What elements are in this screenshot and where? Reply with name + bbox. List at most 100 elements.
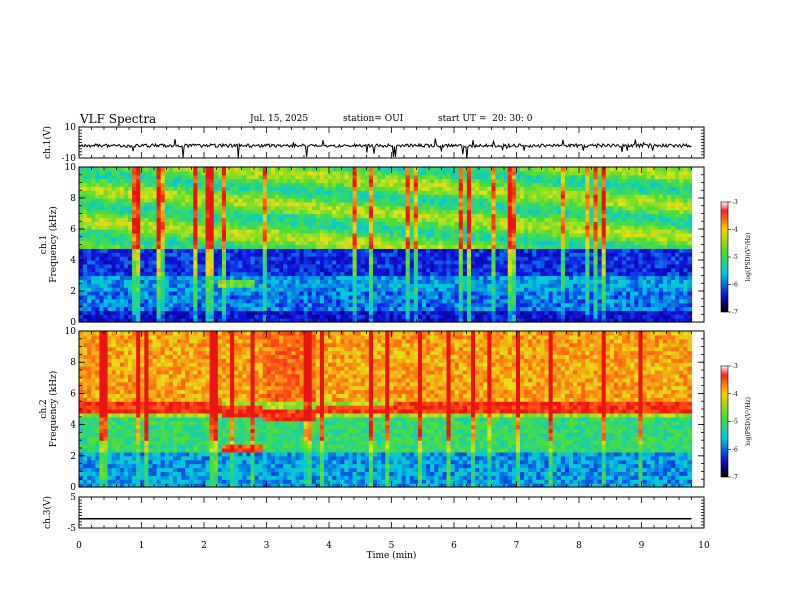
spectrogram-cell xyxy=(479,186,484,191)
spectrogram-cell xyxy=(95,275,101,280)
spectrogram-cell xyxy=(352,279,358,284)
spectrogram-cell xyxy=(307,205,313,211)
spectrogram-cell xyxy=(111,302,117,308)
spectrogram-cell xyxy=(413,217,419,222)
spectrogram-cell xyxy=(536,217,542,222)
spectrogram-cell xyxy=(491,302,497,308)
spectrogram-cell xyxy=(217,221,223,226)
spectrogram-cell xyxy=(254,221,260,226)
spectrogram-cell xyxy=(377,298,382,304)
spectrogram-cell xyxy=(189,294,194,300)
spectrogram-cell xyxy=(287,314,292,319)
spectrogram-cell xyxy=(201,217,207,222)
spectrogram-cell xyxy=(368,283,374,288)
spectrogram-cell xyxy=(193,217,199,222)
spectrogram-cell xyxy=(315,267,321,273)
spectrogram-cell xyxy=(483,182,488,187)
spectrogram-cell xyxy=(83,167,88,172)
spectrogram-cell xyxy=(205,232,211,238)
spectrogram-cell xyxy=(136,302,141,308)
spectrogram-cell xyxy=(503,271,509,277)
spectrogram-cell xyxy=(209,310,215,315)
spectrogram-cell xyxy=(287,225,292,230)
spectrogram-cell xyxy=(426,310,431,315)
spectrogram-cell xyxy=(446,198,452,203)
spectrogram-cell xyxy=(548,256,554,261)
spectrogram-cell xyxy=(573,287,578,292)
spectrogram-cell xyxy=(491,240,497,246)
spectrogram-cell xyxy=(246,170,252,176)
spectrogram-cell xyxy=(307,209,313,215)
spectrogram-cell xyxy=(389,221,395,226)
spectrogram-cell xyxy=(413,201,419,207)
spectrogram-cell xyxy=(148,201,154,207)
spectrogram-cell xyxy=(503,248,509,253)
spectrogram-cell xyxy=(299,205,305,211)
spectrogram-cell xyxy=(340,291,346,296)
spectrogram-cell xyxy=(385,236,390,242)
spectrogram-cell xyxy=(544,232,550,238)
spectrogram-cell xyxy=(213,217,219,222)
spectrogram-cell xyxy=(344,287,350,292)
spectrogram-cell xyxy=(181,302,186,308)
spectrogram-cell xyxy=(360,267,366,273)
spectrogram-cell xyxy=(299,201,305,207)
spectrogram-cell xyxy=(168,306,174,311)
spectrogram-cell xyxy=(201,275,207,280)
spectrogram-cell xyxy=(205,194,211,199)
spectrogram-cell xyxy=(209,256,215,261)
spectrogram-cell xyxy=(209,283,215,288)
spectrogram-cell xyxy=(515,279,521,284)
spectrogram-cell xyxy=(193,263,199,269)
spectrogram-cell xyxy=(442,271,448,277)
spectrogram-cell xyxy=(181,298,186,304)
spectrogram-cell xyxy=(409,240,415,246)
spectrogram-cell xyxy=(499,298,505,304)
spectrogram-cell xyxy=(405,287,411,292)
spectrogram-cell xyxy=(548,221,554,226)
spectrogram-cell xyxy=(573,310,578,315)
spectrogram-cell xyxy=(552,287,558,292)
spectrogram-cell xyxy=(221,213,227,218)
spectrogram-cell xyxy=(393,318,399,323)
spectrogram-cell xyxy=(364,182,370,187)
spectrogram-cell xyxy=(397,260,403,265)
spectrogram-cell xyxy=(385,298,390,304)
spectrogram-cell xyxy=(368,182,374,187)
spectrogram-cell xyxy=(283,244,288,249)
spectrogram-cell xyxy=(270,229,276,234)
spectrogram-cell xyxy=(283,186,288,191)
spectrogram-cell xyxy=(364,287,370,292)
spectrogram-cell xyxy=(511,236,517,242)
spectrogram-cell xyxy=(381,256,386,261)
spectrogram-cell xyxy=(515,267,521,273)
spectrogram-cell xyxy=(217,314,223,319)
spectrogram-cell xyxy=(152,279,158,284)
spectrogram-cell xyxy=(422,287,427,292)
spectrogram-cell xyxy=(426,236,431,242)
spectrogram-cell xyxy=(540,271,546,277)
spectrogram-cell xyxy=(405,205,411,211)
spectrogram-cell xyxy=(181,167,186,172)
spectrogram-cell xyxy=(115,232,121,238)
spectrogram-cell xyxy=(283,198,288,203)
spectrogram-cell xyxy=(573,225,578,230)
spectrogram-cell xyxy=(319,170,325,176)
spectrogram-cell xyxy=(409,298,415,304)
spectrogram-cell xyxy=(393,294,399,300)
spectrogram-cell xyxy=(115,314,121,319)
spectrogram-cell xyxy=(454,252,460,257)
spectrogram-cell xyxy=(577,201,582,207)
spectrogram-cell xyxy=(295,170,301,176)
spectrogram-cell xyxy=(107,236,113,242)
spectrogram-cell xyxy=(556,260,562,265)
spectrogram-cell xyxy=(462,287,468,292)
spectrogram-cell xyxy=(413,267,419,273)
spectrogram-cell xyxy=(352,240,358,246)
spectrogram-cell xyxy=(221,248,227,253)
spectrogram-cell xyxy=(536,294,542,300)
spectrogram-cell xyxy=(83,213,88,218)
spectrogram-cell xyxy=(434,310,439,315)
spectrogram-cell xyxy=(499,213,505,218)
spectrogram-cell xyxy=(569,186,574,191)
